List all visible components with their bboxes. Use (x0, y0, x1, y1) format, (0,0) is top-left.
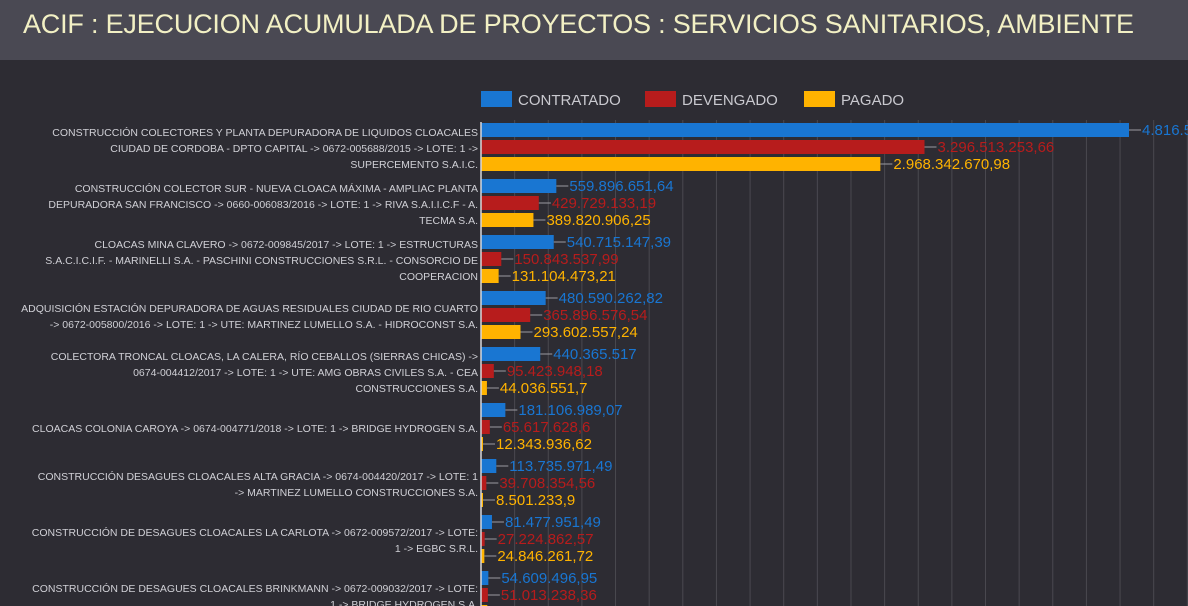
category-label: CIUDAD DE CORDOBA - DPTO CAPITAL -> 0672… (110, 143, 478, 155)
data-label-devengado: 65.617.628,6 (503, 419, 591, 436)
category-label: DEPURADORA SAN FRANCISCO -> 0660-006083/… (48, 199, 478, 211)
data-label-contratado: 559.896.651,64 (569, 178, 673, 195)
data-label-contratado: 4.816.5 (1142, 122, 1188, 139)
bar-contratado (481, 291, 546, 305)
bar-contratado (481, 235, 554, 249)
category-label: SUPERCEMENTO S.A.I.C. (350, 159, 478, 171)
category-label: CONSTRUCCIÓN COLECTORES Y PLANTA DEPURAD… (52, 126, 478, 139)
category-label: CONSTRUCCIÓN DE DESAGUES CLOACALES BRINK… (32, 582, 478, 595)
category-label: 1 -> BRIDGE HYDROGEN S.A. (330, 599, 478, 606)
legend-swatch-pagado (804, 91, 835, 107)
category-label: COOPERACION (399, 271, 478, 283)
data-label-devengado: 27.224.862,57 (498, 531, 594, 548)
category-label: S.A.C.I.C.I.F. - MARINELLI S.A. - PASCHI… (45, 255, 478, 267)
bar-contratado (481, 571, 489, 585)
data-label-contratado: 181.106.989,07 (518, 402, 622, 419)
category-label: CONSTRUCCIÓN DESAGUES CLOACALES ALTA GRA… (38, 470, 478, 483)
data-label-contratado: 113.735.971,49 (509, 458, 612, 475)
data-label-pagado: 389.820.906,25 (546, 212, 650, 229)
bar-pagado (481, 437, 483, 451)
data-label-contratado: 480.590.262,82 (559, 290, 663, 307)
data-label-pagado: 24.846.261,72 (497, 548, 593, 565)
bar-devengado (481, 196, 539, 210)
data-label-devengado: 429.729.133,19 (552, 195, 656, 212)
bar-pagado (481, 493, 483, 507)
bar-contratado (481, 515, 492, 529)
data-label-devengado: 39.708.354,56 (499, 475, 595, 492)
category-label: CONSTRUCCIONES S.A. (355, 383, 478, 395)
data-label-pagado: 12.343.936,62 (496, 436, 592, 453)
data-label-contratado: 440.365.517 (553, 346, 636, 363)
legend-label-contratado: CONTRATADO (518, 92, 621, 109)
bar-chart: CONTRATADO DEVENGADO PAGADO CONSTRUCCIÓN CO… (21, 91, 1188, 606)
data-label-pagado: 293.602.557,24 (534, 324, 638, 341)
data-label-devengado: 95.423.948,18 (507, 363, 603, 380)
data-label-pagado: 46.816.880,9 (500, 604, 588, 606)
data-label-devengado: 3.296.513.253,66 (938, 139, 1055, 156)
data-label-contratado: 540.715.147,39 (567, 234, 671, 251)
bar-devengado (481, 476, 487, 490)
data-label-pagado: 131.104.473,21 (512, 268, 616, 285)
data-label-devengado: 51.013.238,36 (501, 587, 597, 604)
data-label-contratado: 81.477.951,49 (505, 514, 601, 531)
bar-contratado (481, 123, 1129, 137)
category-label: CLOACAS MINA CLAVERO -> 0672-009845/2017… (94, 239, 478, 251)
legend-swatch-contratado (481, 91, 512, 107)
bar-contratado (481, 347, 541, 361)
data-label-pagado: 44.036.551,7 (500, 380, 588, 397)
bar-pagado (481, 157, 881, 171)
bar-devengado (481, 140, 925, 154)
bar-devengado (481, 588, 488, 602)
bar-devengado (481, 420, 490, 434)
bar-devengado (481, 532, 485, 546)
category-label: ADQUISICIÓN ESTACIÓN DEPURADORA DE AGUAS… (21, 302, 478, 315)
bar-pagado (481, 269, 499, 283)
category-label: 1 -> EGBC S.R.L. (395, 543, 478, 555)
bar-devengado (481, 308, 531, 322)
category-label: -> MARTINEZ LUMELLO CONSTRUCCIONES S.A. (235, 487, 478, 499)
data-label-devengado: 365.896.576,54 (543, 307, 647, 324)
category-label: CONSTRUCCIÓN COLECTOR SUR - NUEVA CLOACA… (75, 182, 478, 195)
category-label: -> 0672-005800/2016 -> LOTE: 1 -> UTE: M… (50, 319, 478, 331)
legend-label-devengado: DEVENGADO (682, 92, 778, 109)
bar-pagado (481, 549, 485, 563)
legend-swatch-devengado (645, 91, 676, 107)
bar-devengado (481, 252, 502, 266)
page-title: ACIF : EJECUCION ACUMULADA DE PROYECTOS … (23, 9, 1134, 39)
category-label: 0674-004412/2017 -> LOTE: 1 -> UTE: AMG … (133, 367, 478, 379)
bar-pagado (481, 213, 534, 227)
data-label-devengado: 150.843.537,99 (514, 251, 618, 268)
bar-contratado (481, 403, 506, 417)
legend-label-pagado: PAGADO (841, 92, 904, 109)
category-label: CONSTRUCCIÓN DE DESAGUES CLOACALES LA CA… (32, 526, 478, 539)
header-bar: ACIF : EJECUCION ACUMULADA DE PROYECTOS … (0, 0, 1188, 60)
bar-devengado (481, 364, 494, 378)
bar-contratado (481, 179, 557, 193)
bar-pagado (481, 325, 521, 339)
category-label: CLOACAS COLONIA CAROYA -> 0674-004771/20… (32, 423, 478, 435)
category-label: TECMA S.A. (419, 215, 478, 227)
bar-contratado (481, 459, 497, 473)
data-label-contratado: 54.609.496,95 (501, 570, 597, 587)
data-label-pagado: 2.968.342.670,98 (893, 156, 1010, 173)
category-label: COLECTORA TRONCAL CLOACAS, LA CALERA, RÍ… (51, 350, 478, 363)
data-label-pagado: 8.501.233,9 (496, 492, 575, 509)
bar-pagado (481, 381, 487, 395)
